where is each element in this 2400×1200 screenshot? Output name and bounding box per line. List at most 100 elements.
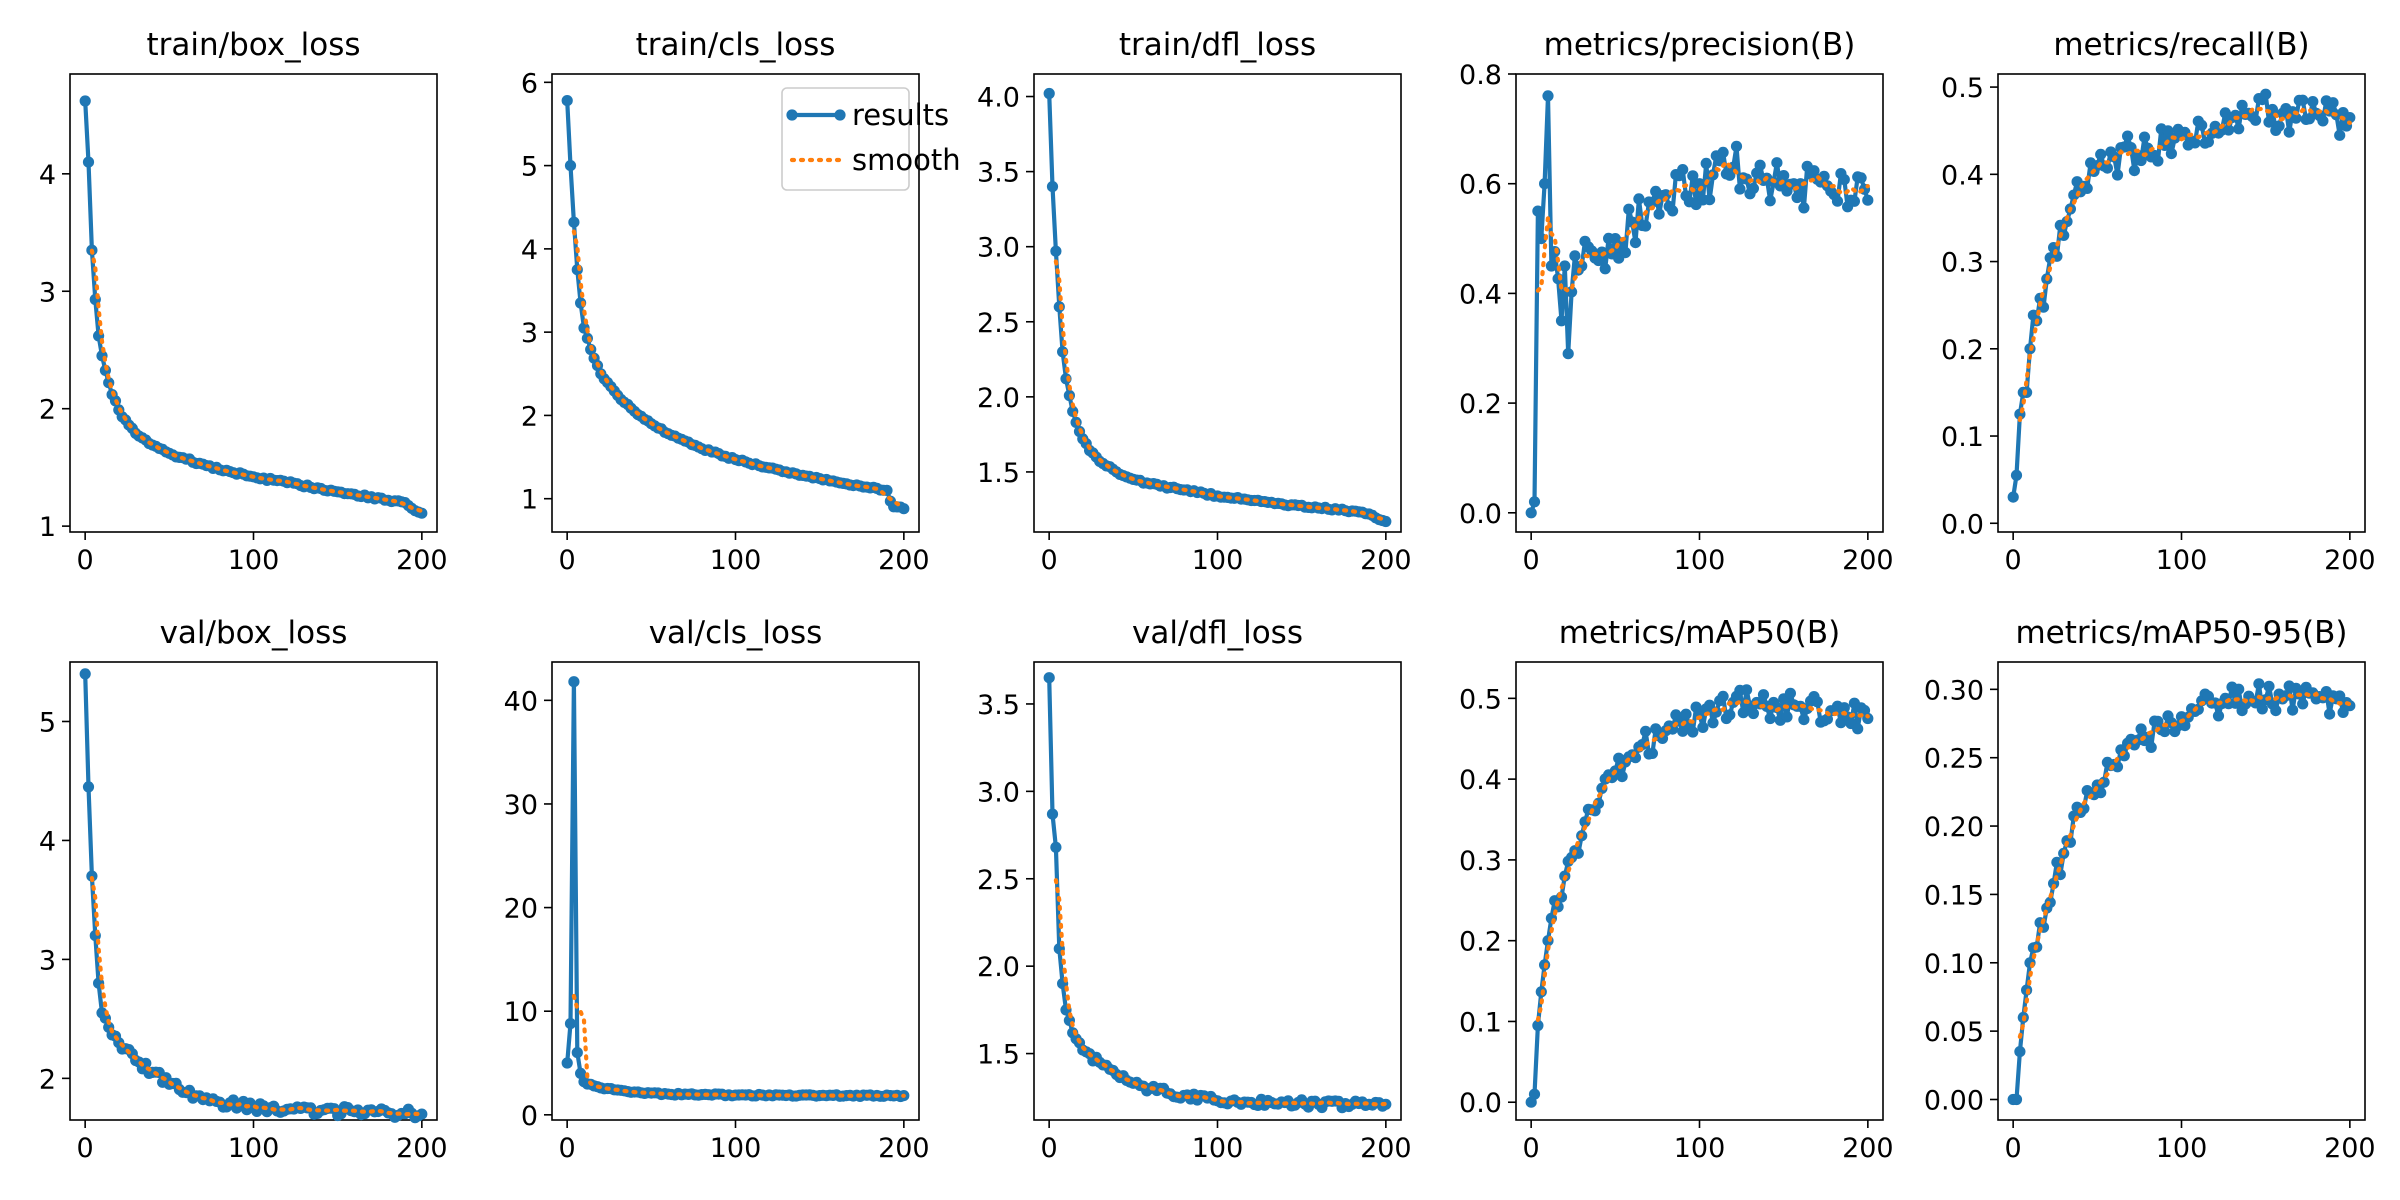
results-point — [1798, 714, 1810, 726]
y-tick-label: 3.5 — [977, 690, 1020, 721]
results-point — [568, 216, 580, 228]
results-point — [1046, 808, 1059, 820]
x-tick-label: 100 — [2156, 545, 2208, 576]
legend-results-marker — [786, 109, 798, 121]
x-tick-label: 200 — [878, 1133, 930, 1164]
results-point — [2135, 154, 2147, 167]
chart-title: val/dfl_loss — [1132, 615, 1303, 651]
x-tick-label: 0 — [2005, 1133, 2022, 1164]
results-point — [1539, 178, 1551, 190]
results-point — [2010, 1093, 2023, 1106]
smooth-line — [571, 229, 906, 510]
results-point — [2111, 169, 2124, 181]
results-point — [82, 156, 95, 168]
x-tick-label: 200 — [1842, 545, 1894, 576]
y-tick-label: 0.0 — [1459, 499, 1502, 530]
legend-results-marker — [834, 109, 846, 121]
results-point — [2263, 116, 2275, 128]
x-tick-label: 100 — [1192, 1133, 1244, 1164]
y-tick-label: 3.0 — [977, 777, 1020, 808]
y-tick-label: 0.8 — [1459, 60, 1502, 91]
results-point — [1616, 771, 1628, 783]
results-point — [1599, 263, 1611, 275]
results-point — [2159, 725, 2171, 738]
smooth-line — [2017, 105, 2352, 423]
results-point — [1852, 723, 1864, 735]
plot-area — [551, 661, 920, 1121]
results-point — [1730, 140, 1743, 152]
results-point — [1838, 702, 1850, 714]
results-point — [1555, 315, 1568, 327]
results-point — [1667, 205, 1679, 217]
y-tick-label: 1.5 — [977, 458, 1020, 489]
results-point — [1050, 841, 1062, 853]
plot-area — [69, 73, 438, 533]
y-tick-label: 0.4 — [1459, 279, 1502, 310]
chart-metrics-recall-b: metrics/recall(B) 0 100 200 0.0 0.1 0.2 0.3 0.4 0… — [1941, 27, 2376, 576]
results-point — [1687, 726, 1699, 738]
results-point — [1532, 1019, 1544, 1032]
x-tick-label: 200 — [2324, 545, 2376, 576]
results-point — [79, 668, 91, 680]
results-point — [2051, 856, 2063, 868]
results-point — [2250, 114, 2262, 126]
y-tick-label: 3 — [521, 318, 538, 349]
x-tick-label: 0 — [559, 545, 576, 576]
x-tick-label: 200 — [878, 545, 930, 576]
results-point — [1717, 690, 1729, 703]
results-point — [564, 1018, 577, 1030]
y-tick-label: 5 — [521, 152, 538, 183]
y-tick-label: 3.5 — [977, 158, 1020, 189]
results-point — [1532, 205, 1544, 217]
plot-area — [1997, 73, 2366, 533]
y-tick-label: 6 — [521, 68, 538, 99]
results-point — [2165, 148, 2177, 160]
y-tick-label: 0.1 — [1941, 422, 1984, 453]
smooth-line — [89, 876, 424, 1118]
results-point — [1764, 712, 1776, 725]
y-tick-label: 0.10 — [1924, 949, 1984, 980]
results-point — [1623, 203, 1635, 215]
results-point — [2202, 136, 2214, 148]
results-point — [1707, 717, 1719, 729]
results-point — [1764, 195, 1776, 207]
y-tick-label: 0.3 — [1459, 846, 1502, 877]
results-point — [2270, 705, 2282, 717]
chart-train-cls-loss: train/cls_loss 0 100 200 1 2 3 4 5 6 results smooth — [521, 27, 961, 576]
y-tick-label: 0.5 — [1459, 684, 1502, 715]
results-point — [561, 95, 573, 107]
y-tick-label: 2.0 — [977, 383, 1020, 414]
y-tick-label: 0.4 — [1459, 765, 1502, 796]
y-tick-label: 0 — [521, 1101, 538, 1132]
y-tick-label: 2.5 — [977, 308, 1020, 339]
y-tick-label: 0.0 — [1459, 1088, 1502, 1119]
y-tick-label: 0.20 — [1924, 812, 1984, 843]
results-point — [898, 503, 910, 515]
results-point — [1633, 193, 1645, 205]
results-point — [79, 95, 91, 107]
y-tick-label: 0.00 — [1924, 1085, 1984, 1116]
results-point — [1592, 254, 1605, 267]
x-tick-label: 0 — [2005, 545, 2022, 576]
results-point — [2138, 131, 2151, 143]
results-point — [416, 1108, 428, 1120]
y-tick-label: 1 — [521, 485, 538, 516]
results-point — [2324, 708, 2336, 720]
x-tick-label: 200 — [1360, 1133, 1412, 1164]
results-point — [2101, 162, 2113, 174]
y-tick-label: 10 — [504, 997, 538, 1028]
y-tick-label: 2.0 — [977, 952, 1020, 983]
results-point — [1700, 157, 1712, 169]
smooth-line — [1535, 158, 1870, 294]
results-point — [2128, 165, 2140, 177]
results-point — [2162, 125, 2174, 137]
results-point — [1640, 725, 1652, 737]
y-tick-label: 40 — [504, 686, 538, 717]
results-point — [2145, 741, 2157, 754]
results-point — [1798, 202, 1810, 214]
x-tick-label: 0 — [77, 545, 94, 576]
plot-area — [1997, 661, 2366, 1121]
chart-train-box-loss: train/box_loss 0 100 200 1 2 3 4 — [39, 27, 448, 576]
results-point — [1697, 721, 1709, 734]
